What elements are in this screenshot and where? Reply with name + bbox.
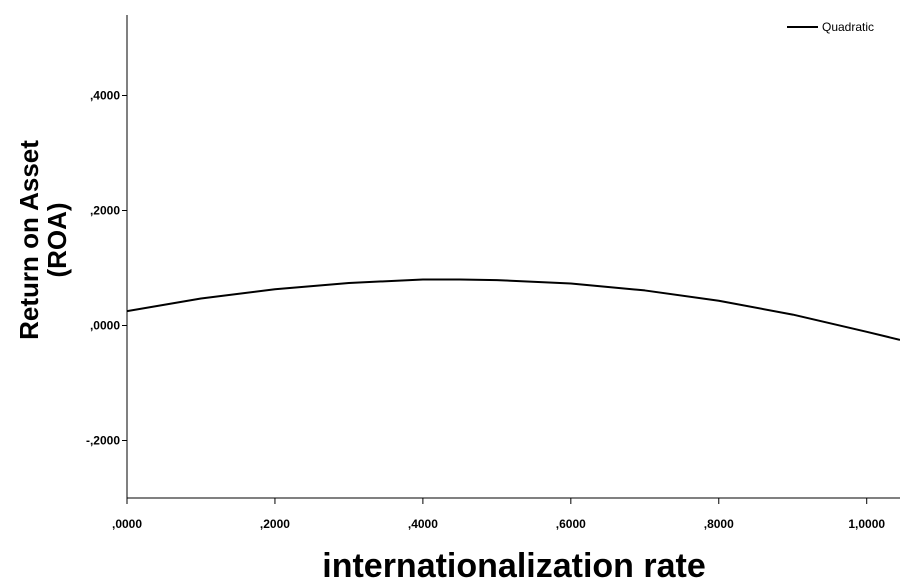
x-axis-title: internationalization rate xyxy=(322,547,706,579)
y-axis: -,2000 ,0000 ,2000 ,4000 xyxy=(86,15,128,498)
y-tick-label: ,0000 xyxy=(90,319,120,333)
x-tick-label: ,8000 xyxy=(704,517,734,531)
y-axis-title-line-2: (ROA) xyxy=(42,202,72,277)
y-tick-label: -,2000 xyxy=(86,434,120,448)
x-tick-label: 1,0000 xyxy=(848,517,885,531)
y-axis-title-line-1: Return on Asset xyxy=(14,140,44,340)
x-tick-label: ,4000 xyxy=(408,517,438,531)
legend-label: Quadratic xyxy=(822,20,874,34)
x-axis: ,0000 ,2000 ,4000 ,6000 ,8000 1,0000 xyxy=(112,497,900,531)
x-tick-label: ,2000 xyxy=(260,517,290,531)
x-tick-label: ,0000 xyxy=(112,517,142,531)
series-line-quadratic xyxy=(126,278,900,341)
series-layer xyxy=(126,278,900,341)
legend: Quadratic xyxy=(787,20,874,34)
y-tick-label: ,4000 xyxy=(90,89,120,103)
y-tick-label: ,2000 xyxy=(90,204,120,218)
x-tick-label: ,6000 xyxy=(556,517,586,531)
